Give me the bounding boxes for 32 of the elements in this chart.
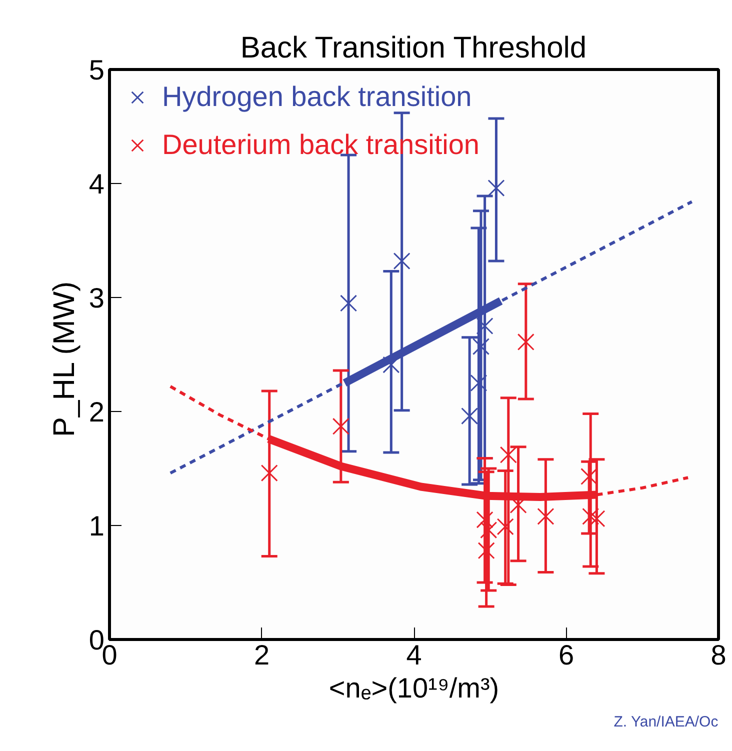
y-tick-label: 5 [88,54,105,86]
x-tick-label: 6 [558,640,574,670]
y-tick-label: 4 [88,168,105,200]
point [500,446,517,464]
y-axis-title: P_HL (MW) [48,281,81,437]
point [472,338,490,356]
point [340,294,358,312]
y-tick-label: 3 [88,282,105,314]
point [476,511,494,528]
point [461,408,478,425]
point [582,508,600,525]
chart-title: Back Transition Threshold [240,32,587,64]
point [382,356,400,374]
text: Z. Yan/IAEA/Oc [614,714,719,730]
point [517,333,534,350]
x-tick-label: 4 [406,640,422,670]
point [476,317,494,335]
point [478,542,495,560]
point [480,522,498,539]
point [537,508,554,525]
x-tick-label: 8 [710,640,726,670]
y-tick-label: 2 [88,396,105,428]
x-axis-title: <nₑ>(10¹⁹/m³) [328,672,500,704]
point [332,418,350,435]
x-tick-label: 2 [254,640,270,670]
point [470,374,488,392]
point [488,180,505,197]
legend-label: Hydrogen back transition [162,81,472,113]
point [393,252,410,270]
point [260,464,278,482]
point [496,518,514,536]
y-tick-label: 1 [88,510,105,542]
